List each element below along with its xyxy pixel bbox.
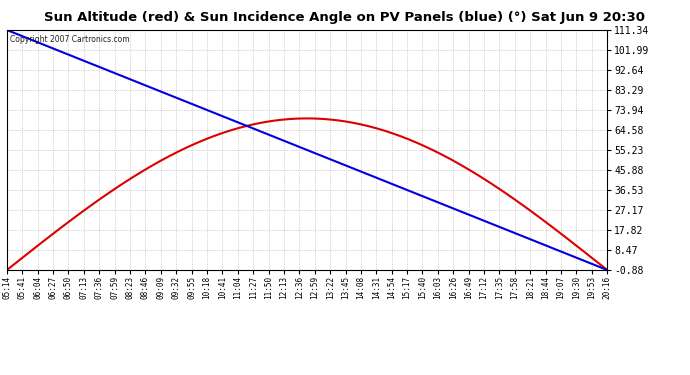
Text: Copyright 2007 Cartronics.com: Copyright 2007 Cartronics.com [10,35,130,44]
Text: Sun Altitude (red) & Sun Incidence Angle on PV Panels (blue) (°) Sat Jun 9 20:30: Sun Altitude (red) & Sun Incidence Angle… [44,11,646,24]
